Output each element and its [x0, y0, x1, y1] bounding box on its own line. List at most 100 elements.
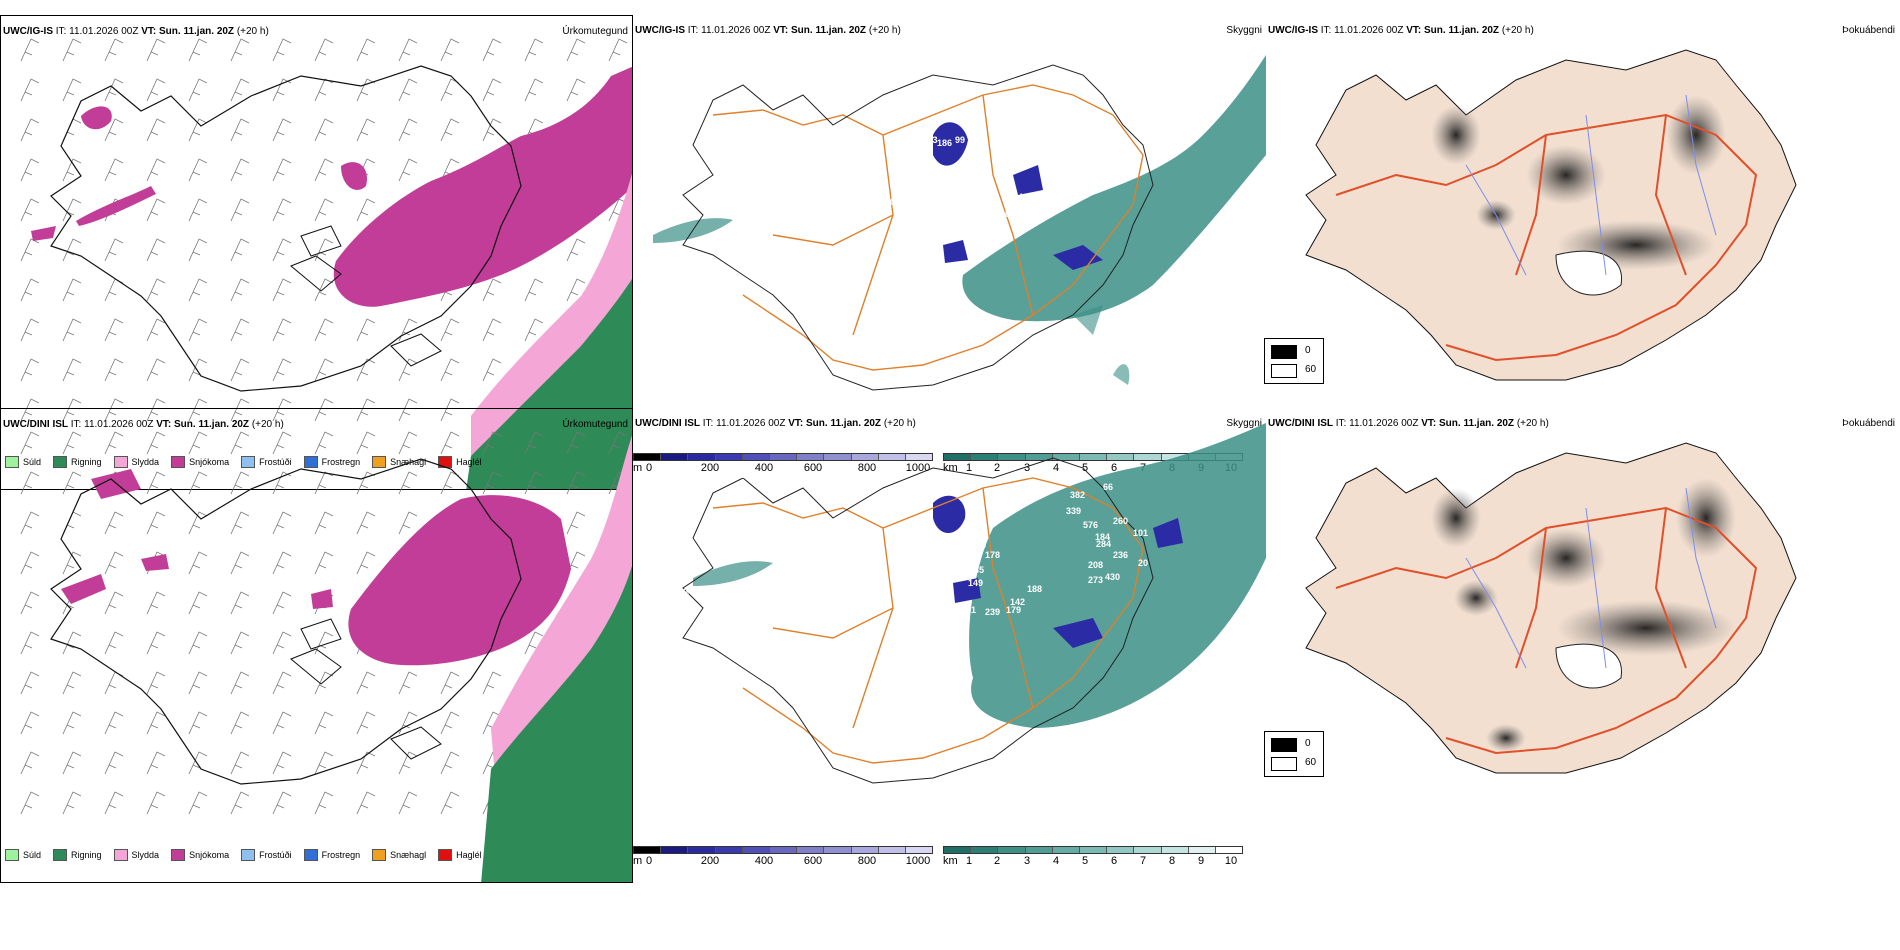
- cloud-base-label: 179: [1006, 605, 1021, 615]
- cloud-base-label: 151: [916, 202, 931, 212]
- wind-barb: [356, 431, 376, 455]
- fog-indicator-panel-bottom: UWC/DINI ISL IT: 11.01.2026 00Z VT: Sun.…: [1266, 408, 1899, 883]
- wind-barb: [62, 751, 82, 775]
- cloud-base-label: 66: [1103, 482, 1113, 492]
- fog-blob: [1556, 600, 1736, 656]
- fog-blob: [1526, 528, 1606, 588]
- wind-barb: [104, 751, 124, 775]
- wind-barb: [146, 631, 166, 655]
- wind-barb: [314, 78, 334, 102]
- fog-blob: [1431, 105, 1481, 165]
- fog-map: [1305, 442, 1797, 774]
- cloud-base-label: 268: [945, 172, 960, 182]
- colorbar-bin: [715, 454, 743, 460]
- wind-barb: [272, 278, 292, 302]
- wind-barb: [62, 78, 82, 102]
- wind-barb: [146, 158, 166, 182]
- wind-barb: [20, 671, 40, 695]
- colorbar-bin: [1107, 454, 1135, 460]
- wind-barb: [272, 358, 292, 382]
- cloud-base-label: 146: [1013, 192, 1028, 202]
- cloud-base-label: 251: [961, 605, 976, 615]
- cloud-base-label: 86: [915, 495, 925, 505]
- legend-item: Slydda: [113, 849, 159, 861]
- wind-barb: [440, 471, 460, 495]
- wind-barb: [314, 398, 334, 422]
- wind-barb: [146, 471, 166, 495]
- colorbar-bin: [661, 847, 689, 853]
- wind-barb: [188, 751, 208, 775]
- sleet-area: [471, 173, 632, 476]
- legend-item: Haglél: [438, 849, 482, 861]
- wind-barb: [62, 551, 82, 575]
- wind-barb: [440, 78, 460, 102]
- wind-barb: [398, 118, 418, 142]
- snow-patch: [311, 589, 333, 609]
- wind-barb: [440, 318, 460, 342]
- wind-barb: [440, 431, 460, 455]
- cloud-base-label: 134: [1091, 144, 1106, 154]
- wind-barb: [62, 631, 82, 655]
- wind-barb: [230, 78, 250, 102]
- visibility-colorbar: km 1 2 3 4 5 6 7 8 9 10: [943, 846, 1243, 876]
- colorbar-bin: [1079, 454, 1108, 460]
- fog-blob: [1431, 488, 1481, 548]
- wind-barb: [482, 671, 502, 695]
- wind-barb: [146, 591, 166, 615]
- wind-barb: [230, 278, 250, 302]
- wind-barb: [20, 431, 40, 455]
- wind-barb: [566, 471, 586, 495]
- wind-barb: [230, 511, 250, 535]
- wind-barb: [62, 398, 82, 422]
- wind-barb: [272, 238, 292, 262]
- wind-barb: [272, 431, 292, 455]
- low-visibility-patch: [1073, 305, 1130, 385]
- wind-barb: [482, 278, 502, 302]
- cloud-base-colorbar: m 0 200 400 600 800 1000: [633, 453, 933, 483]
- iceland-outline: [50, 458, 522, 785]
- wind-barb: [272, 318, 292, 342]
- wind-barb: [62, 238, 82, 262]
- wind-barb: [20, 238, 40, 262]
- wind-barb: [440, 671, 460, 695]
- sleet-area: [491, 435, 632, 789]
- wind-barb: [566, 278, 586, 302]
- wind-barb: [356, 671, 376, 695]
- cloud-base-label: 156: [971, 540, 986, 550]
- wind-barb: [146, 198, 166, 222]
- wind-barb: [230, 431, 250, 455]
- cloud-base-label: 78: [907, 155, 917, 165]
- wind-barb: [146, 118, 166, 142]
- panel-header: UWC/DINI ISL IT: 11.01.2026 00Z VT: Sun.…: [635, 418, 916, 429]
- wind-barb: [272, 511, 292, 535]
- wind-barb: [146, 238, 166, 262]
- wind-barbs: [20, 431, 628, 815]
- colorbar-bin: [1161, 847, 1189, 853]
- legend-item: Rigning: [53, 456, 102, 468]
- wind-barb: [482, 431, 502, 455]
- wind-barb: [482, 118, 502, 142]
- wind-barb: [20, 198, 40, 222]
- cloud-base-label: 202: [1013, 209, 1028, 219]
- road-network: [1335, 113, 1758, 362]
- glacier-outline: [290, 225, 442, 367]
- wind-barb: [482, 318, 502, 342]
- wind-barb: [482, 78, 502, 102]
- cloud-base-label: 236: [1113, 550, 1128, 560]
- wind-barb: [314, 671, 334, 695]
- wind-barb: [146, 278, 166, 302]
- wind-barb: [20, 631, 40, 655]
- wind-barb: [398, 358, 418, 382]
- colorbar-bin: [1052, 847, 1080, 853]
- cloud-base-label: 178: [985, 550, 1000, 560]
- wind-barb: [20, 358, 40, 382]
- wind-barb: [104, 398, 124, 422]
- wind-barb: [524, 431, 544, 455]
- wind-barb: [146, 791, 166, 815]
- cloud-base-label: 188: [1027, 584, 1042, 594]
- product-title: Úrkomutegund: [562, 419, 628, 430]
- road-network: [1335, 506, 1758, 755]
- wind-barb: [398, 398, 418, 422]
- cloud-base-label: 142: [1054, 140, 1069, 150]
